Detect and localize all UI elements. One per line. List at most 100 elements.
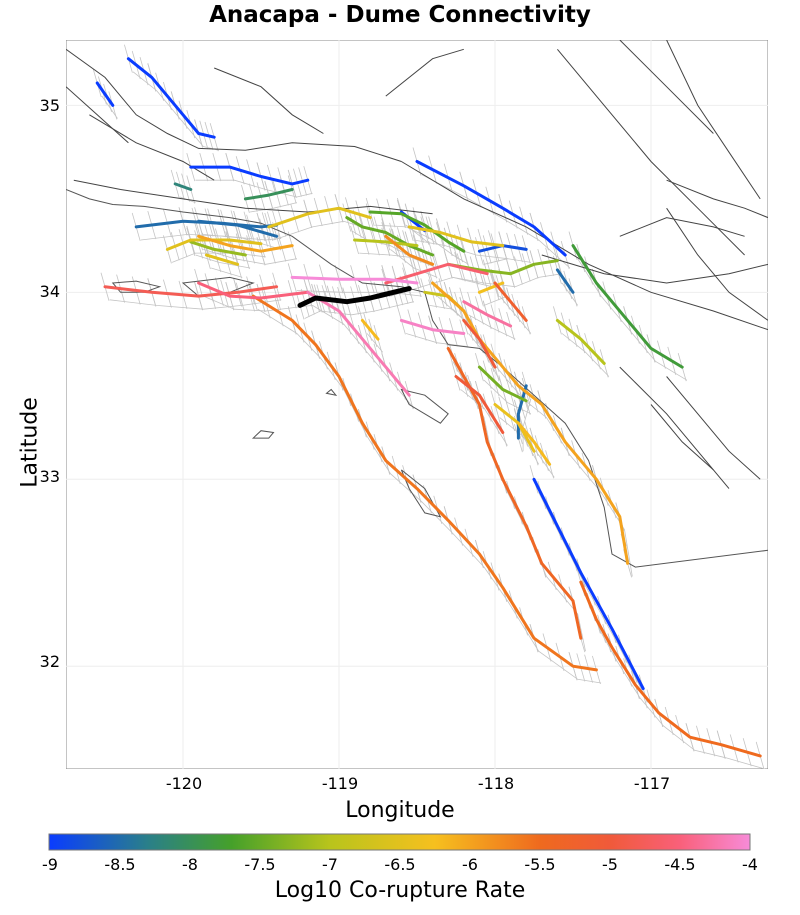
- fault-trace: [541, 254, 768, 284]
- fault-subsection-edge: [203, 249, 297, 265]
- co-rupture-fault-section: [126, 57, 216, 139]
- map-plot-area: [66, 40, 768, 769]
- source-fault: [297, 286, 412, 308]
- fault-subsection-edge: [577, 258, 688, 381]
- fault-subsection-edge: [374, 224, 469, 265]
- island-outline: [111, 280, 162, 293]
- co-rupture-fault-section: [173, 182, 193, 191]
- co-rupture-fault-section: [493, 281, 528, 322]
- fault-subsection-edge: [312, 305, 415, 409]
- fault-subsection-edge: [359, 252, 422, 260]
- fault-trace: [401, 161, 768, 331]
- fault-trace: [385, 48, 464, 97]
- colorbar-tick-label: -9: [42, 855, 58, 874]
- fault-subsection-edge: [296, 290, 422, 297]
- island-outline: [400, 388, 449, 424]
- y-tick-label: 32: [39, 652, 60, 671]
- island-outline: [251, 430, 275, 439]
- fault-subsection-edge: [538, 492, 649, 702]
- colorbar-tick-label: -7: [322, 855, 338, 874]
- fault-trace: [66, 48, 402, 162]
- colorbar-tick-label: -6: [462, 855, 478, 874]
- co-rupture-fault-section: [306, 290, 411, 397]
- co-rupture-fault-section: [462, 300, 513, 328]
- source-fault-anacapa-dume: [297, 286, 412, 308]
- colorbar-tick-label: -7.5: [244, 855, 276, 874]
- fault-subsection-edge: [101, 95, 118, 119]
- fault-subsection-edge: [250, 202, 297, 213]
- colorbar-tick-label: -4: [742, 855, 758, 874]
- fault-subsection-edge: [195, 179, 313, 198]
- fault-trace: [666, 376, 761, 480]
- co-rupture-fault-section: [353, 238, 419, 248]
- colorbar-title: Log10 Co-rupture Rate: [274, 878, 526, 903]
- fault-subsection-edge: [483, 295, 508, 306]
- co-rupture-fault-section: [243, 188, 294, 201]
- co-rupture-fault-section: [415, 160, 567, 257]
- co-rupture-fault-section: [454, 375, 505, 434]
- x-tick-label: -120: [165, 774, 203, 793]
- y-tick-label: 35: [39, 96, 60, 115]
- x-axis-label: Longitude: [345, 798, 455, 823]
- fault-trace: [666, 207, 768, 321]
- colorbar: [48, 833, 751, 851]
- fault-section-grid: [92, 44, 766, 769]
- co-rupture-fault-section: [189, 165, 310, 186]
- co-rupture-fault-section: [555, 268, 575, 294]
- fault-subsection-edge: [195, 254, 251, 269]
- island-outline: [325, 388, 338, 396]
- fault-subsection-edge: [499, 295, 532, 334]
- fault-trace: [619, 40, 714, 134]
- x-tick-label: -118: [477, 774, 515, 793]
- colorbar-tick-label: -5.5: [524, 855, 556, 874]
- island-outline: [400, 469, 442, 518]
- fault-subsection-edge: [405, 333, 469, 347]
- fault-subsection-edge: [421, 174, 571, 269]
- fault-subsection-edge: [585, 595, 766, 769]
- y-tick-label: 34: [39, 282, 60, 301]
- fault-trace: [650, 404, 714, 471]
- co-rupture-fault-section: [399, 318, 466, 335]
- co-rupture-fault-section: [579, 580, 762, 758]
- fault-subsection-edge: [452, 361, 586, 652]
- fault-subsection-edge: [203, 295, 313, 312]
- fault-subsection-edge: [460, 389, 508, 446]
- fault-subsection-edge: [366, 333, 384, 353]
- fault-subsection-edge: [257, 308, 602, 684]
- fault-subsection-edge: [499, 417, 540, 465]
- co-rupture-fault-section: [462, 318, 497, 369]
- co-rupture-fault-section: [189, 240, 247, 257]
- fault-lines: [66, 40, 768, 489]
- fault-subsection-edge: [437, 295, 633, 577]
- co-rupture-fault-section: [204, 253, 240, 266]
- co-rupture-fault-section: [571, 244, 684, 369]
- co-rupture-fault-section: [197, 281, 310, 300]
- colorbar-tick-label: -6.5: [384, 855, 416, 874]
- fault-subsection-edge: [561, 333, 610, 377]
- x-tick-label: -117: [633, 774, 671, 793]
- co-rupture-fault-section: [197, 219, 279, 238]
- fault-subsection-edge: [483, 379, 532, 415]
- co-rupture-fault-section: [477, 365, 528, 403]
- colorbar-tick-label: -8.5: [104, 855, 136, 874]
- fault-subsection-edge: [109, 299, 282, 310]
- colorbar-gradient: [48, 833, 751, 851]
- island-outline: [181, 276, 255, 297]
- co-rupture-fault-section: [251, 294, 598, 672]
- co-rupture-fault-section: [384, 262, 489, 285]
- co-rupture-fault-section: [407, 225, 505, 248]
- fault-trace: [557, 48, 745, 256]
- fault-subsection-edge: [561, 282, 579, 306]
- fault-subsection-edge: [210, 267, 243, 278]
- fault-trace: [666, 179, 768, 219]
- fault-subsection-edge: [304, 301, 414, 319]
- co-rupture-fault-section: [360, 318, 380, 341]
- fault-subsection-edge: [468, 314, 516, 340]
- co-rupture-fault-section: [516, 384, 528, 440]
- co-rupture-fault-section: [532, 477, 645, 691]
- fault-subsection-edge: [351, 230, 438, 269]
- co-rupture-fault-section: [368, 210, 466, 253]
- fault-trace: [73, 179, 433, 215]
- co-rupture-fault-section: [431, 281, 630, 565]
- co-rupture-fault-section: [555, 318, 606, 365]
